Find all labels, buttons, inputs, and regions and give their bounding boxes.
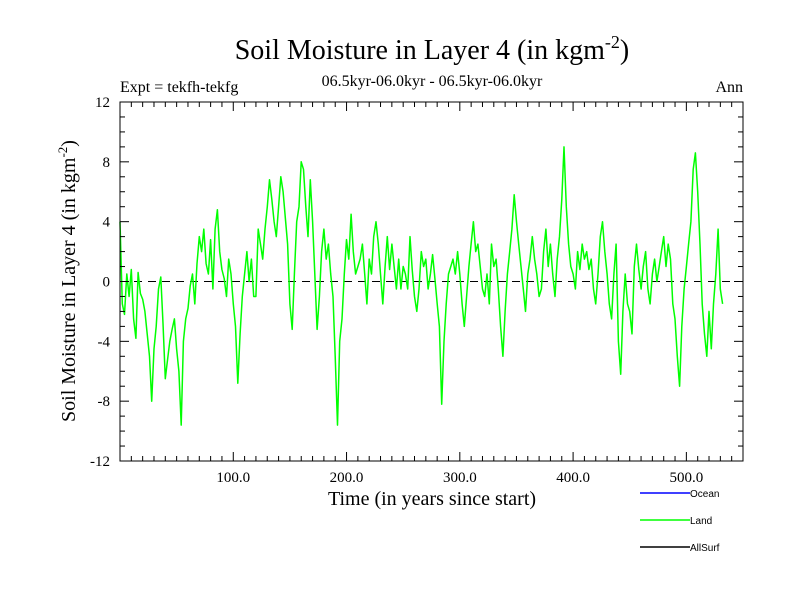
y-tick-label: 8 (103, 155, 111, 171)
x-axis-label: Time (in years since start) (328, 488, 536, 510)
x-tick-label: 400.0 (556, 470, 590, 486)
x-tick-label: 200.0 (330, 470, 364, 486)
y-tick-label: 4 (103, 215, 111, 231)
x-tick-label: 300.0 (443, 470, 477, 486)
y-tick-label: -4 (98, 334, 111, 350)
x-tick-label: 500.0 (669, 470, 703, 486)
y-tick-label: -8 (98, 394, 111, 410)
x-tick-label: 100.0 (216, 470, 250, 486)
y-tick-label: 0 (103, 275, 111, 291)
chart-subtitle: 06.5kyr-06.0kyr - 06.5kyr-06.0kyr (322, 73, 543, 90)
x-axis: 100.0 200.0 300.0 400.0 500.0 (130, 102, 733, 486)
y-tick-label: 12 (95, 95, 110, 111)
chart-title: Soil Moisture in Layer 4 (in kgm-2) (235, 32, 630, 66)
y-axis: -12 -8 -4 0 4 8 12 (90, 95, 743, 470)
y-tick-label: -12 (90, 454, 110, 470)
y-axis-label: Soil Moisture in Layer 4 (in kgm-2) (55, 140, 80, 422)
season-label: Ann (715, 79, 743, 96)
experiment-label: Expt = tekfh-tekfg (120, 79, 238, 96)
series-line-land (119, 146, 724, 426)
legend-label-allsurf: AllSurf (690, 543, 720, 554)
legend: Ocean Land AllSurf (640, 489, 720, 554)
plot-area (119, 146, 743, 426)
legend-label-ocean: Ocean (690, 489, 719, 500)
legend-label-land: Land (690, 516, 712, 527)
